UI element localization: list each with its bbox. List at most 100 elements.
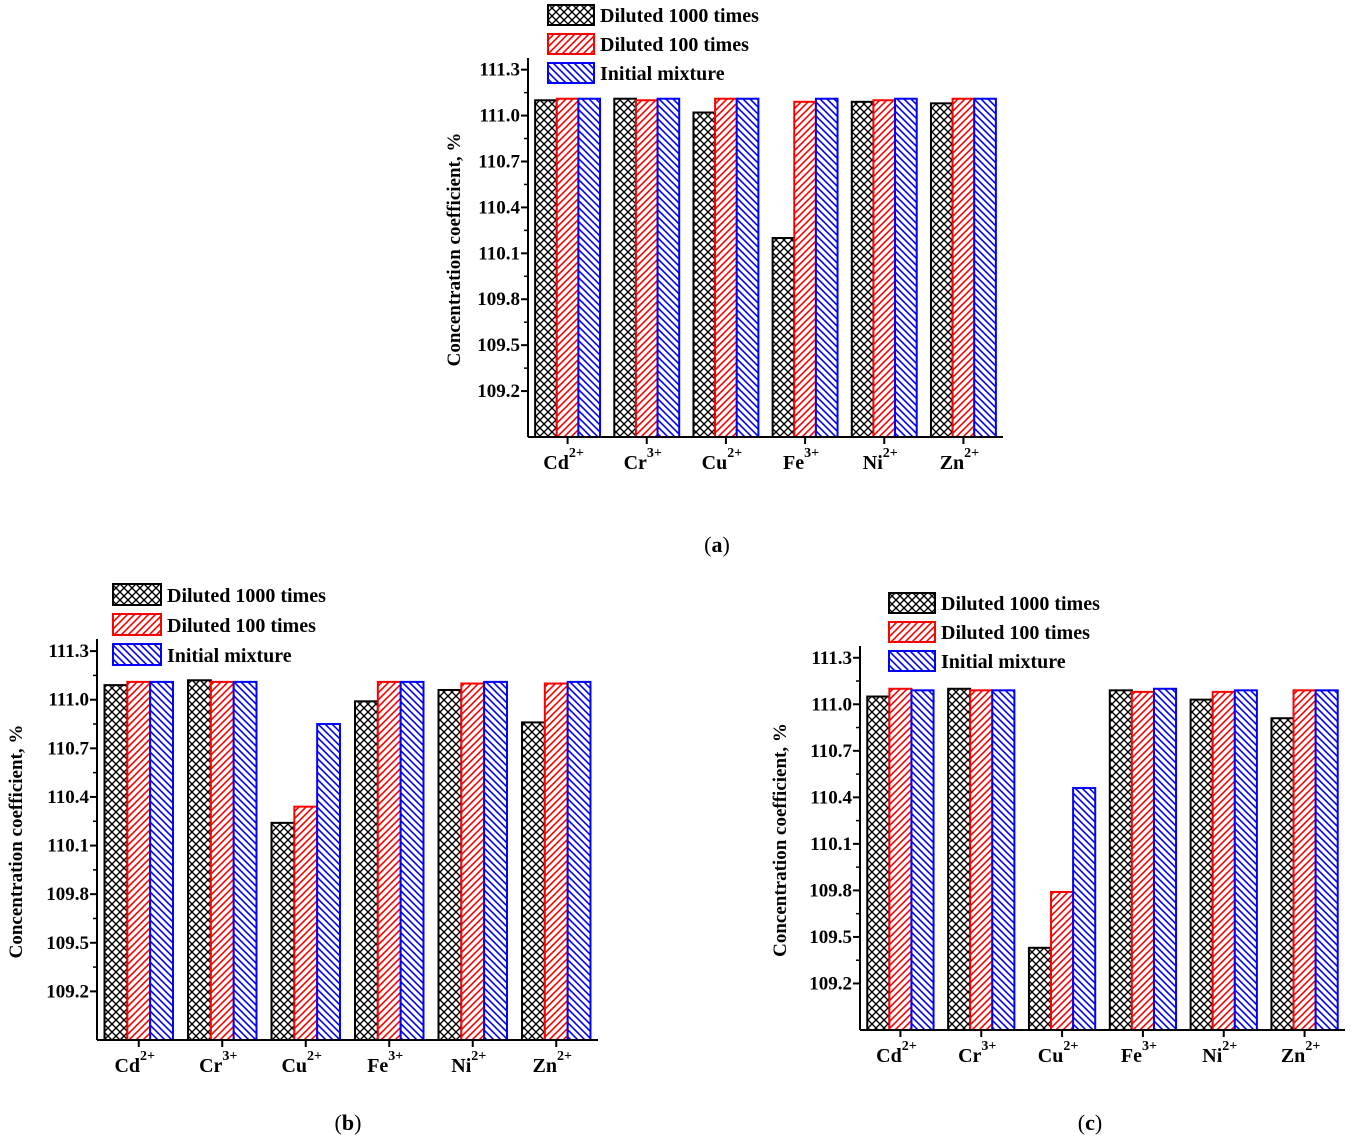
bar-a-cu-series-2 — [714, 97, 738, 438]
legend-label-a-3: Initial mixture — [600, 63, 725, 85]
bar-a-cd-series-1 — [534, 99, 558, 439]
x-tick-label-a-fe: Fe3+ — [783, 446, 819, 474]
bar-b-cd-series-3 — [149, 680, 174, 1041]
y-tick-label-a: 111.3 — [479, 60, 520, 81]
x-tick-label-c-fe: Fe3+ — [1121, 1039, 1157, 1067]
y-tick-label-a: 109.5 — [477, 335, 520, 356]
bar-b-cu-series-2 — [293, 805, 319, 1041]
y-tick-label-c: 110.7 — [810, 741, 852, 762]
bar-a-fe-series-2 — [793, 100, 817, 439]
bar-a-cr-series-3 — [656, 97, 681, 438]
y-tick-label-a: 109.8 — [477, 289, 520, 310]
y-tick-label-b: 110.4 — [47, 787, 89, 808]
legend-label-a-1: Diluted 1000 times — [600, 5, 759, 27]
x-tick-label-c-cd: Cd2+ — [876, 1039, 917, 1067]
bar-c-cu-series-3 — [1072, 787, 1097, 1031]
bar-b-cr-series-3 — [232, 680, 258, 1041]
bar-c-ni-series-1 — [1189, 698, 1214, 1031]
y-tick-label-c: 109.5 — [809, 927, 852, 948]
bar-c-cu-series-2 — [1050, 890, 1075, 1032]
bar-a-cd-series-3 — [577, 97, 602, 438]
legend-swatch-a-2 — [547, 33, 595, 55]
bar-c-cr-series-1 — [947, 687, 972, 1032]
bar-a-fe-series-1 — [771, 237, 796, 438]
bar-b-fe-series-1 — [354, 700, 379, 1042]
bar-b-zn-series-3 — [566, 680, 592, 1041]
y-axis-title-b: Concentration coefficient, % — [6, 725, 27, 959]
bar-a-cr-series-2 — [634, 99, 659, 439]
y-axis-title-a: Concentration coefficient, % — [444, 133, 465, 367]
y-tick-label-b: 109.8 — [46, 884, 89, 905]
bar-c-cr-series-2 — [969, 689, 994, 1032]
bar-b-fe-series-2 — [376, 680, 402, 1041]
bar-c-ni-series-3 — [1233, 689, 1258, 1032]
x-tick-label-c-cu: Cu2+ — [1038, 1039, 1079, 1067]
bar-c-cd-series-3 — [910, 689, 935, 1032]
panel-c-chart: 109.2 109.5 109.8 110.1 110.4 110.7 111.0 111.3… — [770, 592, 1345, 1067]
legend-swatch-c-3 — [888, 650, 936, 672]
bar-b-ni-series-2 — [460, 682, 486, 1041]
bar-b-ni-series-1 — [437, 688, 463, 1041]
bar-c-zn-series-1 — [1270, 717, 1295, 1031]
bar-c-zn-series-3 — [1314, 689, 1339, 1032]
bar-a-fe-series-3 — [814, 97, 839, 438]
bar-a-ni-series-1 — [850, 100, 875, 439]
bar-c-cd-series-1 — [866, 695, 891, 1032]
legend-label-c-2: Diluted 100 times — [941, 622, 1090, 644]
bar-b-cd-series-1 — [103, 684, 129, 1041]
legend-label-b-3: Initial mixture — [167, 645, 292, 667]
bar-a-zn-series-2 — [951, 97, 976, 438]
panel-a-chart: 109.2 109.5 109.8 110.1 110.4 110.7 111.0 111.3… — [444, 4, 1003, 474]
y-tick-label-b: 109.5 — [46, 933, 89, 954]
bar-b-cr-series-2 — [209, 680, 235, 1041]
y-tick-label-a: 110.4 — [478, 197, 520, 218]
bar-a-cu-series-3 — [735, 97, 760, 438]
bar-b-cd-series-2 — [126, 680, 152, 1041]
x-tick-label-a-cd: Cd2+ — [543, 446, 584, 474]
legend-label-c-1: Diluted 1000 times — [941, 593, 1100, 615]
bar-c-zn-series-2 — [1292, 689, 1317, 1032]
bar-c-fe-series-3 — [1152, 687, 1178, 1032]
x-tick-label-b-fe: Fe3+ — [367, 1049, 403, 1077]
panel-b-label: (b) — [335, 1110, 362, 1135]
bar-c-cu-series-1 — [1027, 946, 1053, 1031]
y-tick-label-a: 110.7 — [478, 151, 520, 172]
legend-swatch-b-3 — [112, 643, 162, 666]
bar-a-cd-series-2 — [555, 97, 580, 438]
x-tick-label-a-cr: Cr3+ — [624, 446, 662, 474]
panel-a-label: (a) — [704, 532, 730, 557]
legend-label-a-2: Diluted 100 times — [600, 34, 749, 56]
bar-b-zn-series-2 — [543, 682, 569, 1041]
legend-label-c-3: Initial mixture — [941, 651, 1066, 673]
bar-a-zn-series-1 — [929, 102, 954, 439]
legend-swatch-a-1 — [547, 4, 595, 26]
y-tick-label-c: 110.1 — [810, 834, 852, 855]
x-tick-label-c-zn: Zn2+ — [1281, 1039, 1320, 1067]
y-tick-label-b: 111.0 — [48, 690, 89, 711]
y-tick-label-b: 109.2 — [46, 981, 89, 1002]
y-tick-label-b: 110.1 — [47, 836, 89, 857]
bar-c-cr-series-3 — [991, 689, 1016, 1032]
legend-label-b-1: Diluted 1000 times — [167, 585, 326, 607]
y-tick-label-c: 111.3 — [811, 648, 852, 669]
bar-c-cd-series-2 — [888, 687, 913, 1032]
legend-swatch-c-2 — [888, 621, 936, 643]
bar-b-cu-series-1 — [270, 821, 296, 1041]
bar-b-fe-series-3 — [399, 680, 425, 1041]
x-tick-label-b-cr: Cr3+ — [199, 1049, 237, 1077]
bar-a-zn-series-3 — [973, 97, 997, 438]
bar-b-cu-series-3 — [316, 723, 341, 1042]
y-tick-label-a: 109.2 — [477, 381, 520, 402]
panel-c-label: (c) — [1078, 1110, 1102, 1135]
legend-label-b-2: Diluted 100 times — [167, 615, 316, 637]
bar-c-fe-series-2 — [1130, 690, 1155, 1031]
y-tick-label-c: 109.8 — [809, 880, 852, 901]
bar-a-cu-series-1 — [692, 111, 717, 438]
x-tick-label-b-zn: Zn2+ — [533, 1049, 572, 1077]
x-tick-label-a-zn: Zn2+ — [940, 446, 979, 474]
bar-b-cr-series-1 — [187, 679, 212, 1042]
bar-a-cr-series-1 — [613, 97, 637, 438]
y-tick-label-b: 111.3 — [48, 641, 89, 662]
y-tick-label-c: 111.0 — [811, 694, 852, 715]
bar-c-fe-series-1 — [1108, 689, 1133, 1032]
